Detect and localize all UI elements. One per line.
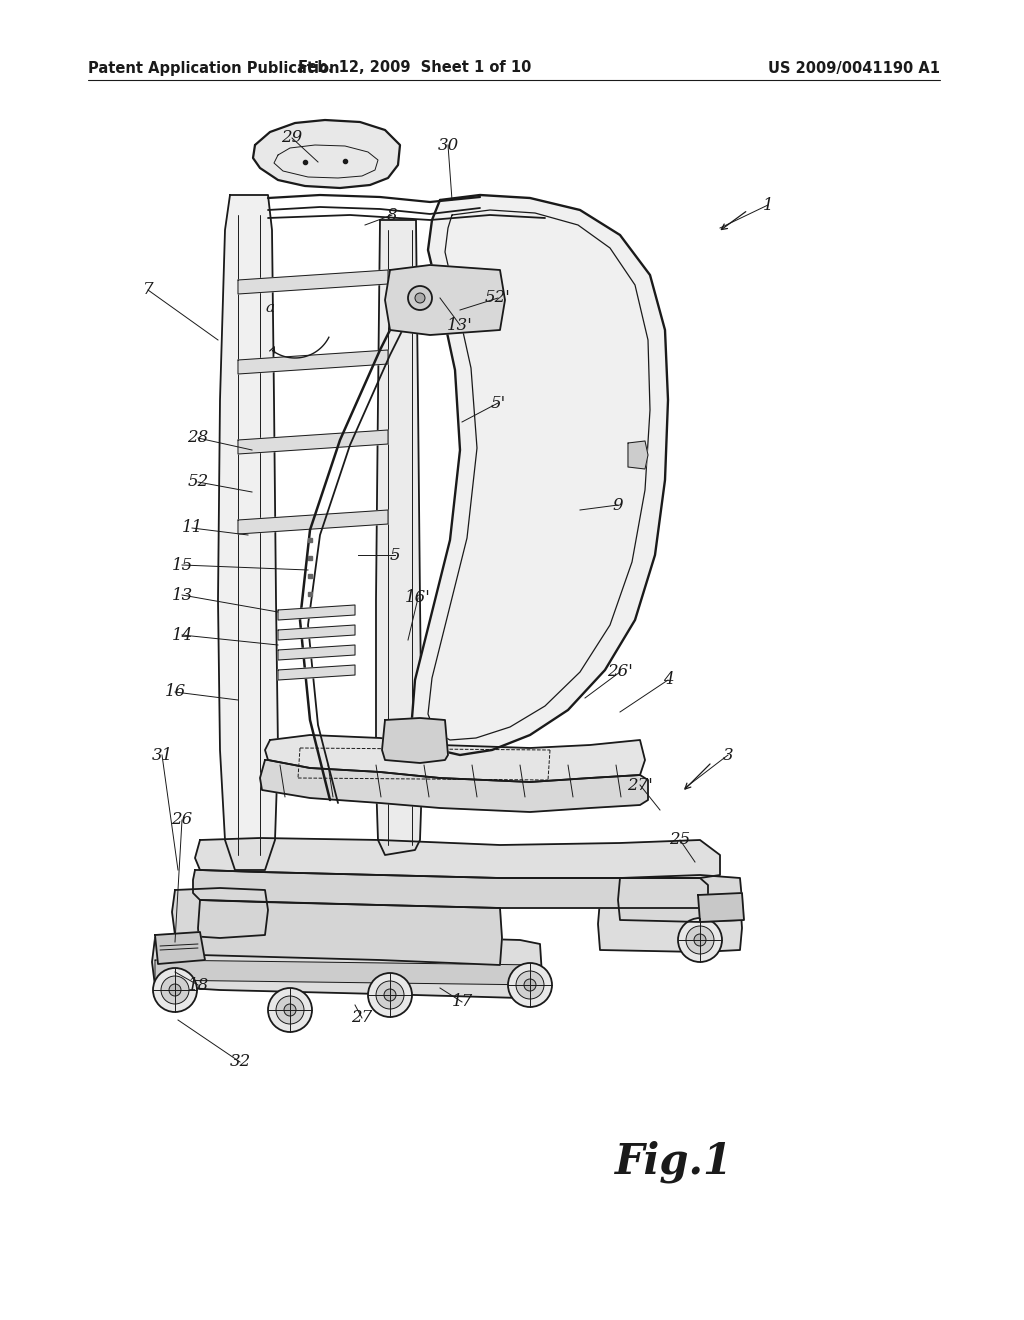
Text: Feb. 12, 2009  Sheet 1 of 10: Feb. 12, 2009 Sheet 1 of 10 bbox=[298, 61, 531, 75]
Polygon shape bbox=[238, 271, 388, 294]
Text: 5': 5' bbox=[490, 395, 506, 412]
Circle shape bbox=[678, 917, 722, 962]
Polygon shape bbox=[238, 510, 388, 535]
Text: 52': 52' bbox=[485, 289, 511, 306]
Text: 27: 27 bbox=[351, 1010, 373, 1027]
Text: 13': 13' bbox=[447, 317, 473, 334]
Text: a: a bbox=[265, 301, 274, 315]
Polygon shape bbox=[385, 265, 505, 335]
Text: 30: 30 bbox=[437, 136, 459, 153]
Circle shape bbox=[384, 989, 396, 1001]
Polygon shape bbox=[172, 888, 268, 939]
Text: 8: 8 bbox=[387, 206, 397, 223]
Text: 3: 3 bbox=[723, 747, 733, 763]
Circle shape bbox=[516, 972, 544, 999]
Text: 4: 4 bbox=[663, 672, 674, 689]
Circle shape bbox=[694, 935, 706, 946]
Circle shape bbox=[284, 1005, 296, 1016]
Polygon shape bbox=[376, 220, 422, 855]
Text: 26: 26 bbox=[171, 812, 193, 829]
Circle shape bbox=[276, 997, 304, 1024]
Text: 52: 52 bbox=[187, 474, 209, 491]
Polygon shape bbox=[278, 665, 355, 680]
Text: Patent Application Publication: Patent Application Publication bbox=[88, 61, 340, 75]
Polygon shape bbox=[382, 718, 449, 763]
Polygon shape bbox=[218, 195, 278, 870]
Text: 27': 27' bbox=[627, 776, 653, 793]
Text: 5: 5 bbox=[390, 546, 400, 564]
Circle shape bbox=[161, 975, 189, 1005]
Circle shape bbox=[169, 983, 181, 997]
Text: 1: 1 bbox=[763, 197, 773, 214]
Polygon shape bbox=[198, 900, 502, 965]
Polygon shape bbox=[618, 875, 742, 921]
Polygon shape bbox=[278, 645, 355, 660]
Circle shape bbox=[268, 987, 312, 1032]
Text: 14: 14 bbox=[171, 627, 193, 644]
Polygon shape bbox=[698, 894, 744, 921]
Text: 26': 26' bbox=[607, 664, 633, 681]
Polygon shape bbox=[238, 350, 388, 374]
Text: 16': 16' bbox=[406, 590, 431, 606]
Text: 15: 15 bbox=[171, 557, 193, 573]
Polygon shape bbox=[628, 441, 648, 469]
Circle shape bbox=[415, 293, 425, 304]
Polygon shape bbox=[265, 735, 645, 781]
Text: 7: 7 bbox=[142, 281, 154, 298]
Polygon shape bbox=[152, 935, 542, 998]
Text: 16: 16 bbox=[165, 684, 185, 701]
Polygon shape bbox=[155, 932, 205, 964]
Text: 29: 29 bbox=[282, 129, 303, 147]
Text: 13: 13 bbox=[171, 586, 193, 603]
Circle shape bbox=[153, 968, 197, 1012]
Circle shape bbox=[508, 964, 552, 1007]
Polygon shape bbox=[260, 760, 648, 812]
Text: US 2009/0041190 A1: US 2009/0041190 A1 bbox=[768, 61, 940, 75]
Polygon shape bbox=[193, 870, 708, 908]
Text: 25: 25 bbox=[670, 832, 690, 849]
Polygon shape bbox=[598, 895, 742, 952]
Circle shape bbox=[524, 979, 536, 991]
Text: 18: 18 bbox=[187, 977, 209, 994]
Text: 32: 32 bbox=[229, 1053, 251, 1071]
Circle shape bbox=[686, 927, 714, 954]
Text: 11: 11 bbox=[181, 520, 203, 536]
Circle shape bbox=[408, 286, 432, 310]
Text: 9: 9 bbox=[612, 496, 624, 513]
Text: 17: 17 bbox=[452, 994, 473, 1011]
Polygon shape bbox=[195, 838, 720, 878]
Polygon shape bbox=[412, 195, 668, 755]
Text: Fig.1: Fig.1 bbox=[615, 1140, 733, 1183]
Polygon shape bbox=[278, 624, 355, 640]
Polygon shape bbox=[253, 120, 400, 187]
Circle shape bbox=[368, 973, 412, 1016]
Circle shape bbox=[376, 981, 404, 1008]
Text: 31: 31 bbox=[152, 747, 173, 763]
Polygon shape bbox=[238, 430, 388, 454]
Text: 28: 28 bbox=[187, 429, 209, 446]
Polygon shape bbox=[278, 605, 355, 620]
Polygon shape bbox=[155, 960, 542, 985]
